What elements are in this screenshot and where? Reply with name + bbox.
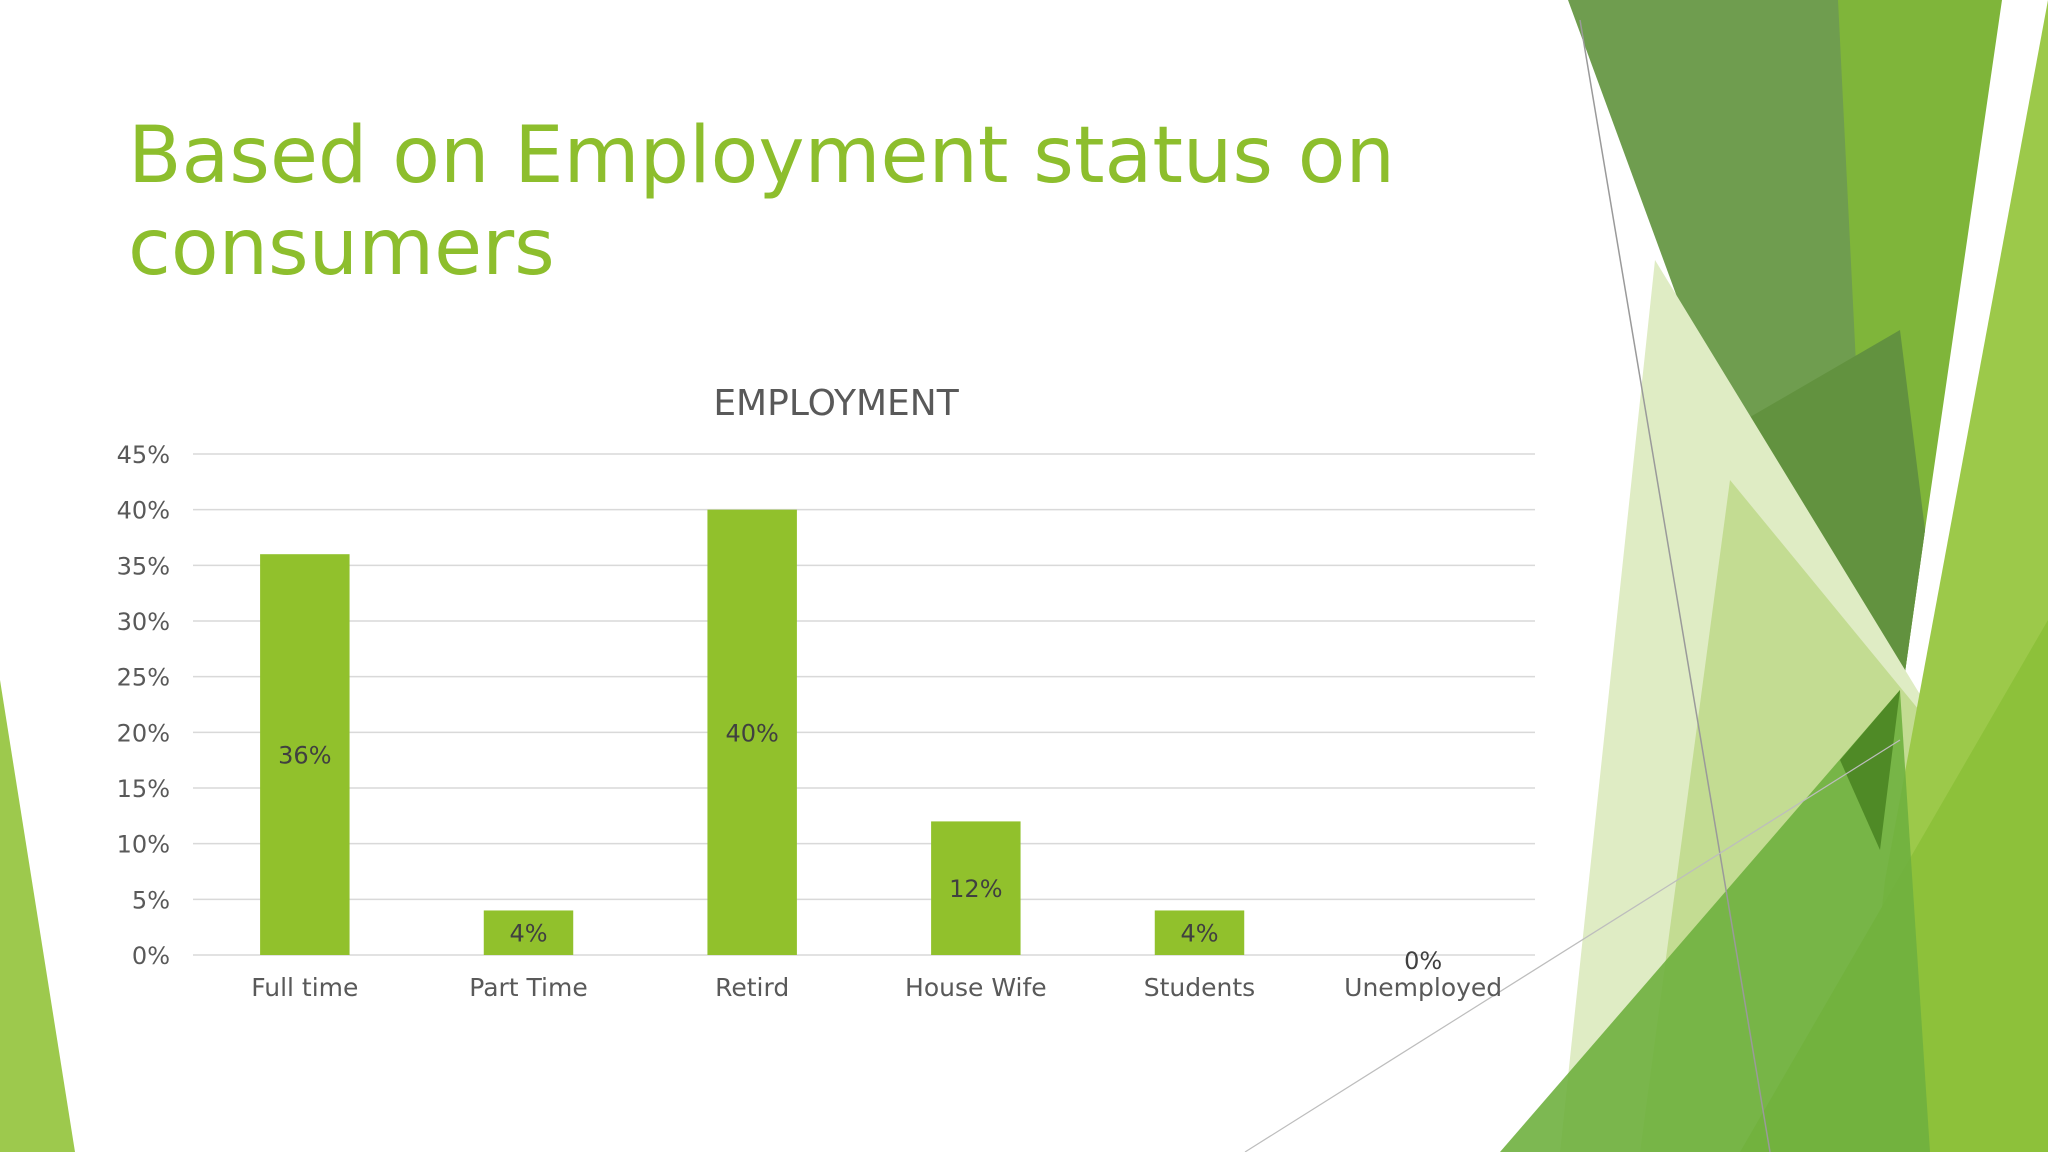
y-tick-label: 15% <box>117 775 170 803</box>
facet-left <box>0 680 75 1152</box>
y-tick-label: 5% <box>132 886 170 914</box>
gridlines <box>193 453 1535 956</box>
y-tick-label: 25% <box>117 664 170 692</box>
x-tick-label: House Wife <box>905 973 1047 1002</box>
facet-accent <box>1840 690 1900 850</box>
data-labels: 36% 4% 40% 12% 4% 0% <box>278 719 1442 975</box>
y-tick-label: 40% <box>117 497 170 525</box>
x-tick-label: Part Time <box>469 973 587 1002</box>
bar <box>707 509 797 955</box>
y-tick-label: 0% <box>132 942 170 970</box>
data-label: 4% <box>1180 920 1218 948</box>
thin-line-1 <box>1579 19 1771 1152</box>
y-tick-label: 45% <box>117 441 170 469</box>
bars <box>260 509 1245 955</box>
bar <box>1154 910 1245 955</box>
x-tick-label: Retird <box>715 973 789 1002</box>
bar <box>260 554 350 955</box>
facet-deep-green <box>1500 690 1930 1152</box>
x-tick-label: Unemployed <box>1344 973 1502 1002</box>
data-label: 0% <box>1404 947 1442 975</box>
x-tick-label: Full time <box>251 973 358 1002</box>
data-label: 36% <box>278 742 331 770</box>
data-label: 4% <box>509 920 547 948</box>
slide-title: Based on Employment status on consumers <box>128 111 1395 293</box>
y-tick-label: 30% <box>117 608 170 636</box>
data-label: 12% <box>949 875 1002 903</box>
x-axis-labels: Full time Part Time Retird House Wife Studen… <box>251 973 1502 1002</box>
y-tick-label: 35% <box>117 552 170 580</box>
bar <box>483 910 574 955</box>
y-tick-label: 20% <box>117 719 170 747</box>
chart-title: EMPLOYMENT <box>713 383 959 424</box>
bar <box>931 821 1021 955</box>
data-label: 40% <box>725 719 778 747</box>
x-tick-label: Students <box>1144 973 1255 1002</box>
thin-line-2 <box>1244 739 1901 1152</box>
y-tick-label: 10% <box>117 831 170 859</box>
y-axis-ticks: 0% 5% 10% 15% 20% 25% 30% 35% 40% 45% <box>117 441 170 970</box>
